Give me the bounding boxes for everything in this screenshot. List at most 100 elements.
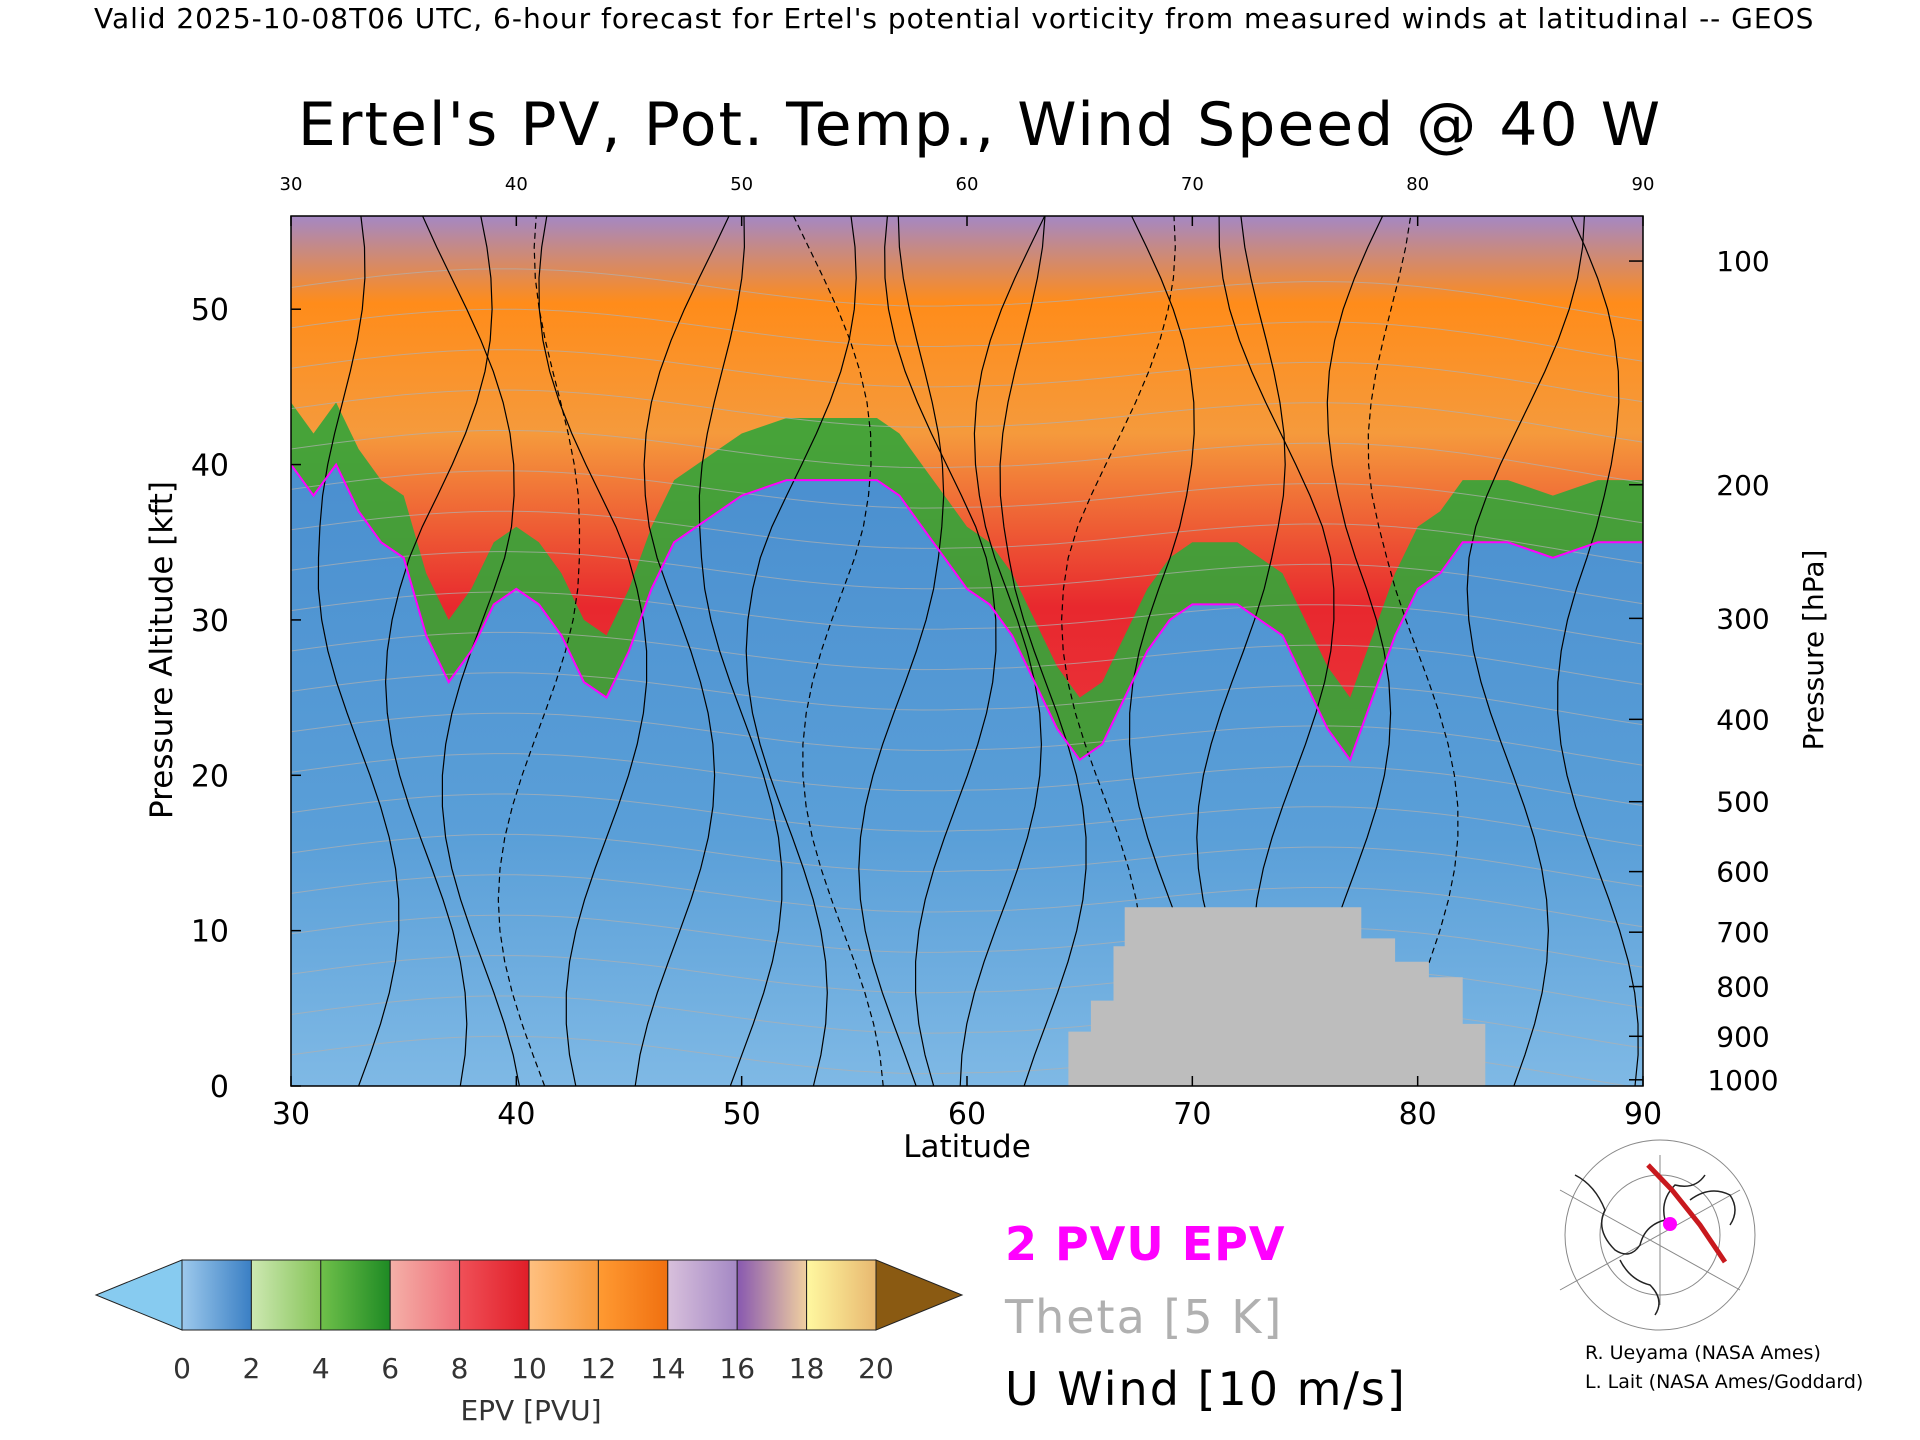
y2-axis-label: Pressure [hPa] bbox=[1797, 550, 1830, 751]
pressure-tick-label: 600 bbox=[1716, 856, 1769, 889]
uwind-contour bbox=[858, 216, 945, 1086]
colorbar bbox=[94, 1259, 964, 1331]
colorbar-segment bbox=[459, 1259, 530, 1331]
y-axis-right-pressure: 100 200 300 400 500 600 700 800 900 1000 bbox=[1629, 245, 1779, 1097]
uwind-contour bbox=[1466, 216, 1585, 1086]
uwind-contour bbox=[317, 216, 400, 1086]
uwind-contour bbox=[959, 216, 1046, 1086]
theta-contour bbox=[291, 712, 1643, 766]
uwind-contour bbox=[999, 216, 1087, 1086]
x-top-tick-label: 40 bbox=[505, 174, 528, 195]
uwind-contour bbox=[497, 216, 581, 1086]
pv-2pvu-contour bbox=[291, 462, 1643, 762]
y-tick-label: 50 bbox=[191, 293, 229, 328]
colorbar-tick-label: 6 bbox=[381, 1352, 399, 1385]
colorbar-segment bbox=[667, 1259, 738, 1331]
uwind-contour bbox=[1367, 216, 1459, 1086]
x-axis-label: Latitude bbox=[903, 1129, 1031, 1165]
colorbar-segment bbox=[250, 1259, 322, 1331]
theta-contour bbox=[291, 914, 1643, 968]
colorbar-tick-label: 18 bbox=[789, 1352, 825, 1385]
credit-line-2: L. Lait (NASA Ames/Goddard) bbox=[1585, 1371, 1864, 1393]
y-tick-label: 20 bbox=[191, 759, 229, 794]
x-tick-label: 80 bbox=[1399, 1097, 1437, 1132]
colorbar-label: EPV [PVU] bbox=[460, 1394, 601, 1427]
pressure-tick-label: 300 bbox=[1716, 602, 1769, 635]
y-axis-label: Pressure Altitude [kft] bbox=[144, 481, 180, 819]
plot-area bbox=[291, 216, 1643, 1086]
colorbar-ticks: 0 2 4 6 8 10 12 14 16 18 20 bbox=[173, 1352, 894, 1385]
pressure-tick-label: 800 bbox=[1716, 971, 1769, 1004]
x-top-tick-label: 30 bbox=[280, 174, 303, 195]
x-tick-label: 30 bbox=[272, 1097, 310, 1132]
theta-contour bbox=[291, 268, 1643, 322]
header-line: Valid 2025-10-08T06 UTC, 6-hour forecast… bbox=[94, 2, 1815, 35]
chart-title: Ertel's PV, Pot. Temp., Wind Speed @ 40 … bbox=[297, 90, 1663, 160]
x-tick-label: 40 bbox=[497, 1097, 535, 1132]
legend-epv: 2 PVU EPV bbox=[1005, 1217, 1286, 1271]
colorbar-tick-label: 2 bbox=[242, 1352, 260, 1385]
location-marker-icon bbox=[1663, 1217, 1677, 1231]
theta-contour bbox=[291, 874, 1643, 928]
uwind-contour bbox=[1557, 216, 1639, 1086]
theta-contour bbox=[291, 833, 1643, 887]
y-tick-label: 40 bbox=[191, 449, 229, 484]
theta-contour bbox=[291, 672, 1643, 726]
colorbar-segment bbox=[181, 1259, 252, 1331]
theta-contour bbox=[291, 631, 1643, 685]
theta-contours bbox=[291, 268, 1643, 1086]
colorbar-tick-label: 12 bbox=[581, 1352, 617, 1385]
y-tick-label: 10 bbox=[191, 915, 229, 950]
uwind-contour bbox=[384, 216, 493, 1086]
x-top-tick-label: 60 bbox=[956, 174, 979, 195]
inset-map bbox=[1545, 1139, 1756, 1331]
y-tick-label: 30 bbox=[191, 604, 229, 639]
theta-contour bbox=[291, 389, 1643, 443]
topography bbox=[967, 907, 1486, 1086]
theta-contour bbox=[291, 510, 1643, 564]
uwind-contour bbox=[634, 216, 730, 1086]
legend-theta: Theta [5 K] bbox=[1005, 1290, 1284, 1344]
colorbar-segment bbox=[806, 1259, 877, 1331]
colorbar-segment bbox=[736, 1259, 808, 1331]
pressure-tick-label: 400 bbox=[1716, 703, 1769, 736]
pressure-tick-label: 700 bbox=[1716, 916, 1769, 949]
colorbar-tick-label: 14 bbox=[650, 1352, 686, 1385]
colorbar-tick-label: 16 bbox=[719, 1352, 755, 1385]
x-tick-label: 50 bbox=[723, 1097, 761, 1132]
x-tick-label: 60 bbox=[948, 1097, 986, 1132]
colorbar-tick-label: 20 bbox=[858, 1352, 894, 1385]
pressure-tick-label: 1000 bbox=[1707, 1064, 1778, 1097]
x-top-tick-label: 70 bbox=[1181, 174, 1204, 195]
theta-contour bbox=[291, 429, 1643, 483]
pressure-tick-label: 500 bbox=[1716, 786, 1769, 819]
x-axis-bottom: 30 40 50 60 70 80 90 bbox=[272, 1076, 1662, 1132]
colorbar-tick-label: 0 bbox=[173, 1352, 191, 1385]
credit-line-1: R. Ueyama (NASA Ames) bbox=[1585, 1342, 1821, 1364]
pressure-tick-label: 100 bbox=[1716, 245, 1769, 278]
pv-transition-band bbox=[291, 402, 1643, 760]
legend-uwind: U Wind [10 m/s] bbox=[1005, 1362, 1407, 1416]
colorbar-tick-label: 8 bbox=[451, 1352, 469, 1385]
x-axis-top: 30 40 50 60 70 80 90 bbox=[280, 174, 1654, 226]
uwind-contour bbox=[745, 216, 857, 1086]
colorbar-under-arrow bbox=[94, 1259, 183, 1331]
theta-contour bbox=[291, 753, 1643, 807]
x-tick-label: 70 bbox=[1173, 1097, 1211, 1132]
colorbar-over-arrow bbox=[875, 1259, 964, 1331]
colorbar-segment bbox=[528, 1259, 599, 1331]
pressure-tick-label: 900 bbox=[1716, 1020, 1769, 1053]
uwind-contour bbox=[884, 216, 997, 1086]
uwind-contour bbox=[792, 216, 884, 1086]
y-axis-left: 0 10 20 30 40 50 bbox=[191, 293, 301, 1105]
theta-contour bbox=[291, 349, 1643, 403]
colorbar-tick-label: 10 bbox=[511, 1352, 547, 1385]
pressure-tick-label: 200 bbox=[1716, 469, 1769, 502]
y-tick-label: 0 bbox=[210, 1070, 229, 1105]
x-tick-label: 90 bbox=[1624, 1097, 1662, 1132]
x-top-tick-label: 50 bbox=[730, 174, 753, 195]
colorbar-tick-label: 4 bbox=[312, 1352, 330, 1385]
colorbar-segment bbox=[389, 1259, 461, 1331]
colorbar-segment bbox=[320, 1259, 391, 1331]
